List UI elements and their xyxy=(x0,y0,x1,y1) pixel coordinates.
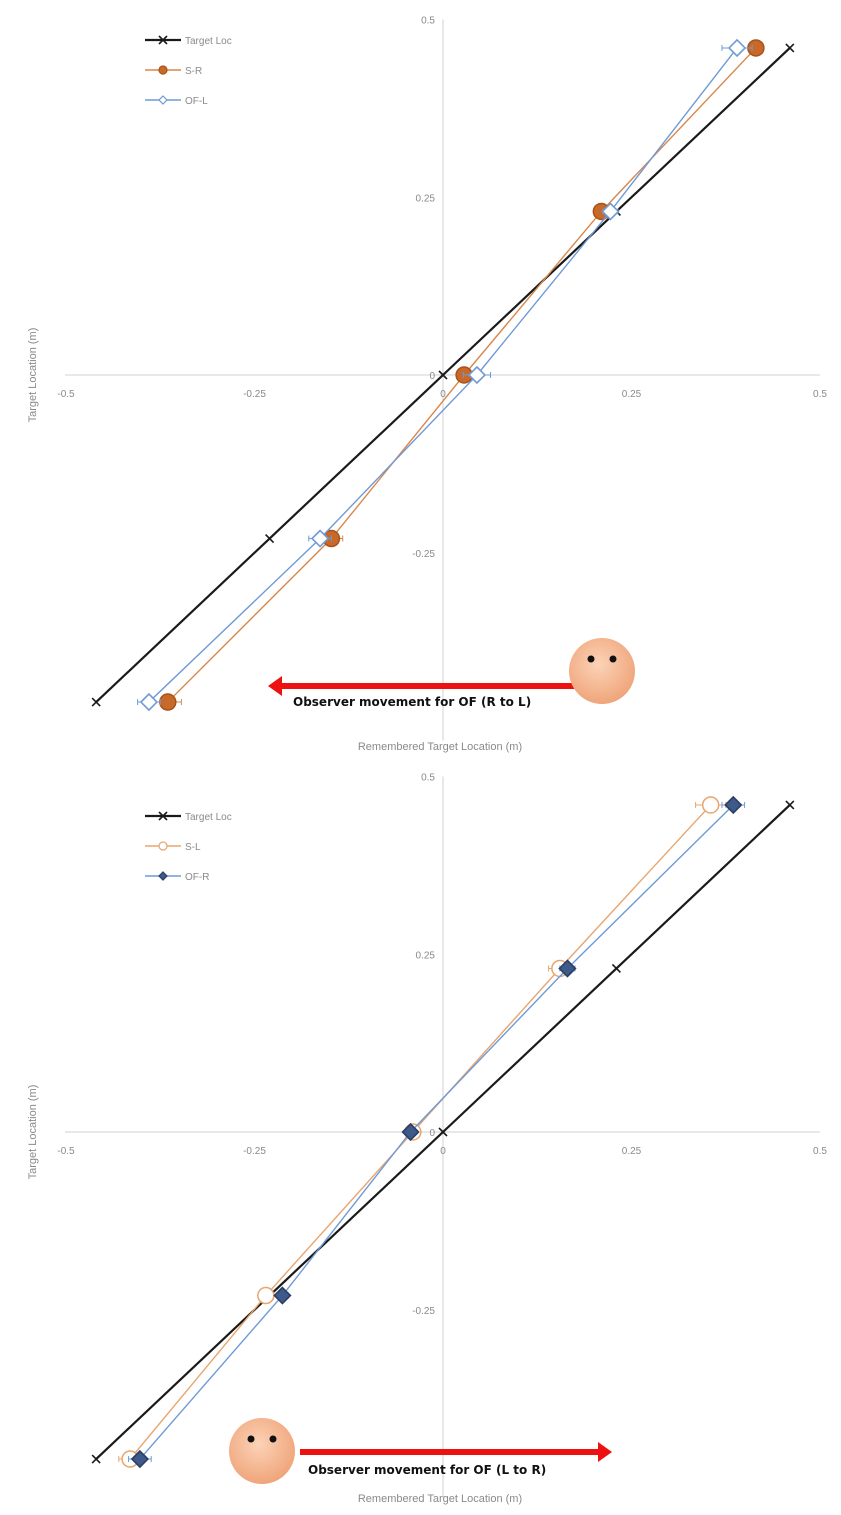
top-observer-face-icon xyxy=(569,638,635,704)
bottom-s2-point-2 xyxy=(401,1122,420,1142)
top-observer-eye-left xyxy=(587,655,595,663)
chart-panel-top: -0.5 -0.25 0 0.25 0.5 0.5 0.25 0 -0.25 Target Loc… xyxy=(0,0,841,755)
top-observer-annotation: Observer movement for OF (R to L) xyxy=(268,638,635,709)
top-legend-item-1: S-R xyxy=(145,65,202,77)
bottom-s0-point-1 xyxy=(611,963,621,974)
bottom-arrow-head xyxy=(598,1442,612,1462)
chart-top-svg: -0.5 -0.25 0 0.25 0.5 0.5 0.25 0 -0.25 Target Loc… xyxy=(27,16,827,741)
bottom-s2-point-0 xyxy=(724,795,743,815)
bottom-legend-item-1: S-L xyxy=(145,841,201,853)
top-s0-point-3 xyxy=(265,533,275,544)
top-series-2 xyxy=(137,38,753,712)
top-s2-point-1 xyxy=(601,202,620,221)
bottom-x-tick-label: 0 xyxy=(440,1146,446,1157)
top-observer-eye-right xyxy=(609,655,617,663)
top-x-tick-label: -0.5 xyxy=(57,389,75,400)
bottom-s0-point-0 xyxy=(785,800,795,810)
bottom-s2-point-4 xyxy=(130,1449,150,1469)
bottom-y-tick-label: 0.5 xyxy=(421,773,435,784)
bottom-legend-label-1: S-L xyxy=(185,842,201,853)
bottom-legend-item-0: Target Loc xyxy=(145,811,232,823)
top-s2-point-2 xyxy=(467,365,487,385)
top-legend-label-2: OF-L xyxy=(185,96,208,107)
bottom-s0-point-4 xyxy=(91,1454,101,1464)
bottom-legend-label-0: Target Loc xyxy=(185,812,232,823)
top-x-tick-label: -0.25 xyxy=(243,389,266,400)
bottom-x-tick-label: -0.5 xyxy=(57,1146,75,1157)
top-legend-item-0: Target Loc xyxy=(145,35,232,47)
top-s2-point-0 xyxy=(727,38,747,58)
bottom-legend-item-2: OF-R xyxy=(145,871,209,883)
bottom-ylabel: Target Location (m) xyxy=(27,1085,39,1180)
bottom-s0-point-2 xyxy=(438,1127,448,1137)
bottom-legend-label-2: OF-R xyxy=(185,872,209,883)
bottom-annotation-text: Observer movement for OF (L to R) xyxy=(308,1463,546,1477)
bottom-y-tick-label: -0.25 xyxy=(412,1306,435,1317)
bottom-s2-point-1 xyxy=(558,959,577,978)
bottom-observer-eye-left xyxy=(247,1435,255,1443)
bottom-s2-point-3 xyxy=(273,1286,292,1305)
chart-bottom-svg: -0.5 -0.25 0 0.25 0.5 0.5 0.25 0 -0.25 Target Loc… xyxy=(27,773,827,1498)
bottom-s1-point-0 xyxy=(701,796,720,814)
top-s2-point-3 xyxy=(310,529,330,548)
top-y-tick-label: -0.25 xyxy=(412,549,435,560)
top-legend-label-1: S-R xyxy=(185,66,202,77)
bottom-series-2 xyxy=(128,795,746,1469)
bottom-legend: Target Loc S-L OF-R xyxy=(145,811,232,883)
bottom-y-tick-label: 0.25 xyxy=(416,950,436,961)
bottom-y-tick-label: 0 xyxy=(429,1128,435,1139)
top-ylabel: Target Location (m) xyxy=(27,328,39,423)
chart-panel-bottom: -0.5 -0.25 0 0.25 0.5 0.5 0.25 0 -0.25 Target Loc… xyxy=(0,755,841,1510)
top-s2-point-4 xyxy=(139,692,159,712)
top-legend-label-0: Target Loc xyxy=(185,36,232,47)
top-y-tick-label: 0.25 xyxy=(416,193,436,204)
chart-top-xlabel: Remembered Target Location (m) xyxy=(357,741,523,753)
top-s1-point-4 xyxy=(159,693,177,711)
top-s0-point-0 xyxy=(785,43,795,53)
top-x-tick-label: 0.5 xyxy=(813,389,827,400)
top-s0-point-2 xyxy=(438,370,448,380)
bottom-observer-annotation: Observer movement for OF (L to R) xyxy=(229,1418,612,1484)
top-x-tick-label: 0 xyxy=(440,389,446,400)
bottom-x-tick-label: -0.25 xyxy=(243,1146,266,1157)
top-y-tick-label: 0.5 xyxy=(421,16,435,27)
top-legend: Target Loc S-R OF-L xyxy=(145,35,232,107)
chart-bottom-xlabel: Remembered Target Location (m) xyxy=(357,1493,523,1505)
top-x-tick-label: 0.25 xyxy=(622,389,642,400)
bottom-s1-point-3 xyxy=(257,1286,275,1305)
top-arrow-head xyxy=(268,676,282,696)
top-s0-point-4 xyxy=(91,697,101,707)
top-annotation-text: Observer movement for OF (R to L) xyxy=(293,695,531,709)
top-y-tick-label: 0 xyxy=(429,371,435,382)
bottom-observer-eye-right xyxy=(269,1435,277,1443)
top-legend-item-2: OF-L xyxy=(145,95,208,107)
bottom-x-tick-label: 0.5 xyxy=(813,1146,827,1157)
bottom-observer-face-icon xyxy=(229,1418,295,1484)
bottom-x-tick-label: 0.25 xyxy=(622,1146,642,1157)
